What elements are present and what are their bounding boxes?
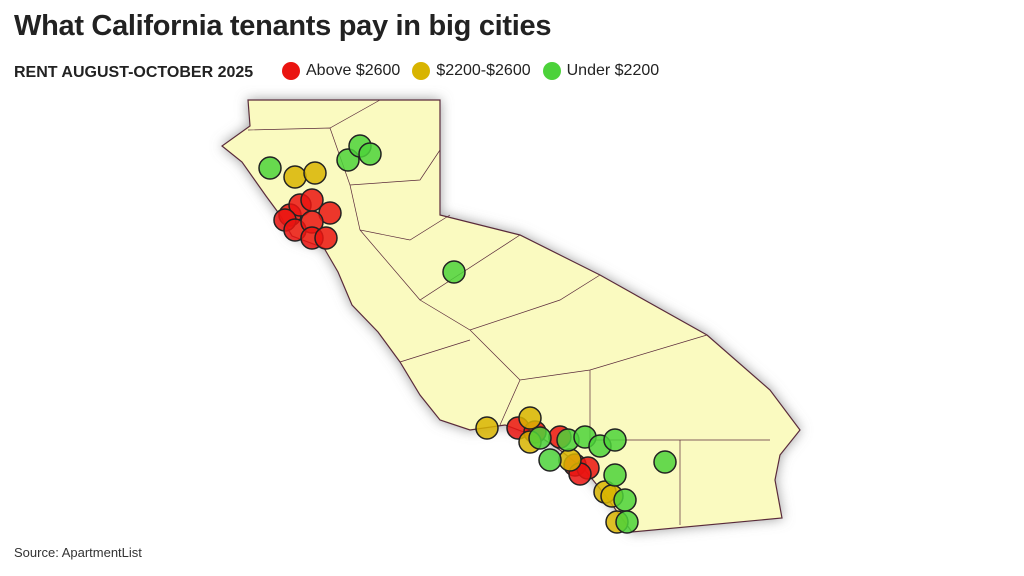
legend-label: $2200-$2600 [436, 62, 531, 79]
city-marker [613, 488, 637, 512]
city-marker [475, 416, 499, 440]
city-marker [538, 448, 562, 472]
city-marker [653, 450, 677, 474]
legend-label: Above $2600 [306, 62, 401, 79]
city-marker [358, 142, 382, 166]
city-marker [528, 426, 552, 450]
city-marker [442, 260, 466, 284]
legend-item: Under $2200 [542, 62, 660, 80]
city-marker [558, 448, 582, 472]
city-marker [303, 161, 327, 185]
legend-swatch [412, 62, 431, 80]
legend-swatch [542, 62, 561, 80]
source: Source: ApartmentList [14, 545, 142, 560]
county-lines [247, 99, 770, 525]
city-marker [603, 428, 627, 452]
legend-label: Under $2200 [566, 62, 660, 79]
city-marker [283, 165, 307, 189]
city-markers [258, 134, 677, 534]
legend-item: Above $2600 [282, 62, 400, 80]
city-marker [615, 510, 639, 534]
legend-item: $2200-$2600 [412, 62, 531, 80]
city-marker [518, 406, 542, 430]
title: What California tenants pay in big citie… [14, 10, 552, 42]
city-marker [603, 463, 627, 487]
subtitle: RENT AUGUST-OCTOBER 2025 [14, 64, 254, 81]
legend: Above $2600 $2200-$2600 Under $2200 [282, 62, 659, 80]
city-marker [314, 226, 338, 250]
city-marker [258, 156, 282, 180]
legend-swatch [282, 62, 300, 80]
